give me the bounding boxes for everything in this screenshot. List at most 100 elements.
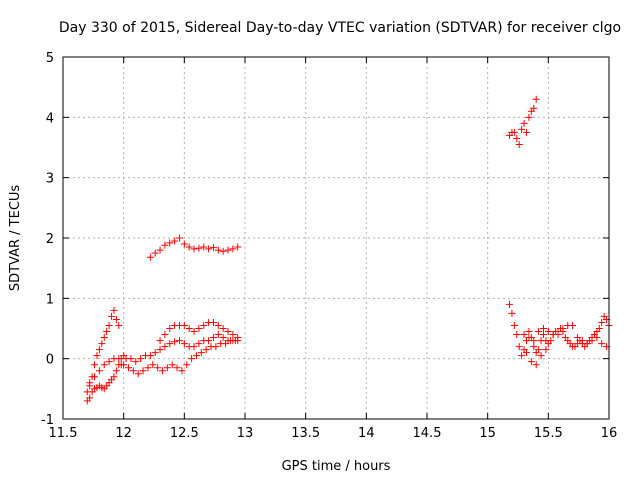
data-point bbox=[161, 241, 169, 249]
y-axis-label: SDTVAR / TECUs bbox=[8, 185, 23, 292]
data-point bbox=[134, 370, 142, 378]
data-point bbox=[520, 331, 528, 339]
data-point bbox=[166, 340, 174, 348]
data-point bbox=[234, 334, 242, 342]
data-point bbox=[105, 321, 113, 329]
y-tick-label: 0 bbox=[46, 353, 54, 368]
data-point bbox=[100, 361, 108, 369]
data-point bbox=[86, 379, 94, 387]
data-point bbox=[105, 358, 113, 366]
y-tick-label: 4 bbox=[46, 111, 54, 126]
y-tick-label: 2 bbox=[46, 232, 54, 247]
x-tick-label: 14 bbox=[358, 426, 375, 441]
data-point bbox=[95, 346, 103, 354]
data-point bbox=[200, 243, 208, 251]
x-tick-label: 12.5 bbox=[170, 426, 199, 441]
data-point bbox=[197, 349, 205, 357]
data-point bbox=[525, 328, 533, 336]
data-point bbox=[115, 321, 123, 329]
data-point bbox=[115, 355, 123, 363]
data-point bbox=[146, 253, 154, 261]
data-point bbox=[161, 343, 169, 351]
data-point bbox=[144, 364, 152, 372]
data-point bbox=[125, 364, 133, 372]
data-point bbox=[171, 338, 179, 346]
data-point bbox=[173, 364, 181, 372]
data-point bbox=[224, 246, 232, 254]
y-tick-label: 1 bbox=[46, 292, 54, 307]
data-point bbox=[132, 358, 140, 366]
data-point bbox=[525, 334, 533, 342]
data-point bbox=[86, 394, 94, 402]
data-point bbox=[185, 243, 193, 251]
data-point bbox=[595, 325, 603, 332]
data-point bbox=[91, 373, 99, 381]
x-tick-label: 16 bbox=[601, 426, 618, 441]
data-point bbox=[183, 361, 191, 369]
data-point bbox=[168, 361, 176, 369]
data-point bbox=[156, 337, 164, 345]
data-point bbox=[518, 125, 526, 133]
data-point bbox=[547, 337, 555, 345]
data-point bbox=[209, 318, 217, 326]
data-point bbox=[532, 95, 540, 103]
data-point bbox=[525, 113, 533, 121]
data-point bbox=[202, 346, 210, 354]
data-point bbox=[195, 244, 203, 252]
data-point bbox=[195, 325, 203, 332]
data-point bbox=[593, 334, 601, 342]
data-point bbox=[554, 328, 562, 336]
data-point bbox=[110, 373, 118, 381]
data-point bbox=[515, 140, 523, 148]
data-point bbox=[192, 352, 200, 360]
data-point bbox=[171, 237, 179, 245]
data-point bbox=[588, 337, 596, 345]
data-point bbox=[175, 337, 183, 345]
data-point bbox=[178, 367, 186, 375]
data-point bbox=[229, 331, 237, 339]
data-point bbox=[180, 340, 188, 348]
data-point bbox=[539, 331, 547, 339]
data-layer bbox=[83, 95, 613, 405]
y-tick-label: 5 bbox=[46, 51, 54, 66]
data-point bbox=[510, 321, 518, 329]
data-point bbox=[510, 128, 518, 136]
data-point bbox=[569, 321, 577, 329]
x-tick-label: 12 bbox=[115, 426, 132, 441]
data-point bbox=[559, 325, 567, 332]
data-point bbox=[156, 246, 164, 254]
data-point bbox=[214, 246, 222, 254]
data-point bbox=[583, 340, 591, 348]
data-point bbox=[209, 244, 217, 252]
data-point bbox=[112, 367, 120, 375]
data-point bbox=[520, 119, 528, 127]
data-point bbox=[513, 331, 521, 339]
data-point bbox=[212, 343, 220, 351]
x-tick-label: 11.5 bbox=[49, 426, 78, 441]
data-point bbox=[129, 367, 137, 375]
y-tick-label: -1 bbox=[41, 413, 54, 428]
data-point bbox=[532, 361, 540, 369]
data-point bbox=[219, 247, 227, 255]
data-point bbox=[146, 352, 154, 360]
data-point bbox=[544, 328, 552, 336]
data-point bbox=[535, 346, 543, 354]
data-point bbox=[214, 331, 222, 339]
data-point bbox=[573, 334, 581, 342]
data-point bbox=[219, 325, 227, 332]
data-point bbox=[180, 321, 188, 329]
data-point bbox=[549, 331, 557, 339]
data-point bbox=[537, 352, 545, 360]
data-point bbox=[209, 334, 217, 342]
data-point bbox=[515, 343, 523, 351]
chart-title: Day 330 of 2015, Sidereal Day-to-day VTE… bbox=[59, 20, 621, 36]
data-point bbox=[166, 325, 174, 332]
data-point bbox=[506, 300, 514, 308]
data-point bbox=[149, 361, 157, 369]
data-point bbox=[127, 355, 135, 363]
grid-layer bbox=[63, 57, 609, 419]
data-point bbox=[112, 315, 120, 323]
data-point bbox=[578, 337, 586, 345]
data-point bbox=[103, 328, 111, 336]
